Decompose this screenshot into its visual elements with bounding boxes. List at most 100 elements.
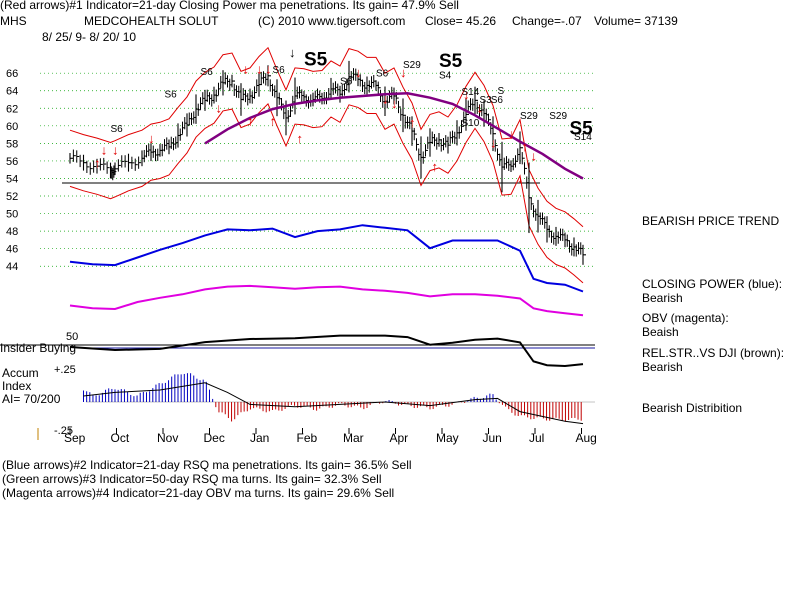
signal-label: S6 bbox=[273, 65, 286, 76]
signal-label: S29 bbox=[403, 60, 421, 71]
down-arrow-icon: ↓ bbox=[355, 65, 362, 80]
x-tick-label: May bbox=[436, 431, 459, 445]
signal-label: S6 bbox=[491, 95, 504, 106]
signal-label: S14 bbox=[462, 87, 480, 98]
down-arrow-icon: ↓ bbox=[382, 91, 389, 106]
signal-label: S5 bbox=[304, 49, 328, 70]
y-tick-label: 54 bbox=[6, 173, 18, 185]
x-tick-label: Aug bbox=[576, 431, 597, 445]
plus25-label: +.25 bbox=[54, 364, 76, 376]
x-tick-label: Apr bbox=[390, 431, 409, 445]
closing-power bbox=[69, 224, 584, 293]
note-cp-1: CLOSING POWER (blue): bbox=[642, 277, 783, 291]
up-arrow-icon: ↑ bbox=[522, 139, 529, 154]
rs-50-label: 50 bbox=[66, 331, 78, 343]
accum-title: Accum bbox=[2, 366, 39, 380]
note-rs-1: REL.STR..VS DJI (brown): bbox=[642, 346, 785, 360]
signal-label: S6 bbox=[376, 69, 389, 80]
down-arrow-icon: ↓ bbox=[400, 65, 407, 80]
price-gridlines bbox=[40, 72, 595, 267]
footer-line2: (Green arrows)#3 Indicator=50-day RSQ ma… bbox=[2, 472, 382, 486]
down-arrow-icon: ↓ bbox=[517, 170, 524, 185]
note-dist: Bearish Distribition bbox=[642, 401, 743, 415]
signal-label: S5 bbox=[439, 51, 463, 72]
note-cp-2: Bearish bbox=[642, 291, 683, 305]
signal-label: S29 bbox=[520, 111, 538, 122]
y-tick-label: 60 bbox=[6, 121, 18, 133]
y-tick-label: 66 bbox=[6, 68, 18, 80]
obv-line bbox=[69, 284, 584, 317]
x-tick-label: Nov bbox=[157, 431, 178, 445]
down-arrow-icon: ↓ bbox=[243, 62, 250, 77]
price-bands bbox=[69, 46, 584, 284]
x-tick-label: Sep bbox=[64, 431, 86, 445]
y-tick-label: 44 bbox=[6, 261, 18, 273]
signal-label: S10 bbox=[462, 118, 480, 129]
copyright: (C) 2010 www.tigersoft.com bbox=[258, 14, 405, 28]
lower-band bbox=[69, 103, 584, 284]
note-rs-2: Bearish bbox=[642, 360, 683, 374]
y-tick-label: 46 bbox=[6, 244, 18, 256]
down-arrow-icon: ↓ bbox=[463, 87, 470, 102]
insider-label: Insider Buying bbox=[0, 341, 76, 355]
up-arrow-icon: ↑ bbox=[297, 131, 304, 146]
x-tick-label: Jul bbox=[529, 431, 544, 445]
down-arrow-icon: ↓ bbox=[477, 100, 484, 115]
footer-line1: (Blue arrows)#2 Indicator=21-day RSQ ma … bbox=[2, 458, 412, 472]
note-obv-1: OBV (magenta): bbox=[642, 311, 729, 325]
close-value: Close= 45.26 bbox=[425, 14, 496, 28]
down-arrow-icon: ↓ bbox=[508, 127, 515, 142]
up-arrow-icon: ↑ bbox=[270, 113, 277, 128]
x-tick-label: Oct bbox=[111, 431, 130, 445]
ai-label: AI= 70/200 bbox=[2, 392, 61, 406]
x-tick-label: Jan bbox=[250, 431, 269, 445]
y-tick-label: 64 bbox=[6, 86, 18, 98]
date-range: 8/ 25/ 9- 8/ 20/ 10 bbox=[42, 30, 136, 44]
y-tick-label: 48 bbox=[6, 226, 18, 238]
price-y-axis: 44 46 48 50 52 54 56 58 60 62 64 66 bbox=[6, 68, 18, 273]
signal-label: S4 bbox=[439, 70, 452, 81]
signal-label: S29 bbox=[549, 111, 567, 122]
x-tick-label: Jun bbox=[483, 431, 502, 445]
obv bbox=[69, 284, 584, 317]
accum-ma bbox=[83, 382, 584, 425]
accum-index-label: Index bbox=[2, 379, 31, 393]
signal-label: S14 bbox=[574, 132, 592, 143]
note-obv-2: Beaish bbox=[642, 325, 679, 339]
up-arrow-icon: ↑ bbox=[94, 156, 101, 171]
change-value: Change=-.07 bbox=[512, 14, 582, 28]
down-arrow-icon: ↓ bbox=[256, 62, 263, 77]
down-arrow-icon: ↓ bbox=[216, 100, 223, 115]
down-arrow-icon: ↓ bbox=[531, 149, 538, 164]
signal-label: S6 bbox=[340, 77, 353, 88]
accum-ma-line bbox=[83, 382, 584, 425]
accum-histogram bbox=[83, 373, 582, 422]
y-tick-label: 58 bbox=[6, 138, 18, 150]
signal-label: S6 bbox=[201, 67, 214, 78]
down-arrow-icon: ↓ bbox=[101, 142, 108, 157]
upper-band bbox=[69, 46, 584, 228]
ticker: MHS bbox=[0, 14, 27, 28]
up-arrow-icon: ↑ bbox=[432, 159, 439, 174]
down-arrow-icon: ↓ bbox=[112, 142, 119, 157]
note-trend: BEARISH PRICE TREND bbox=[642, 214, 780, 228]
y-tick-label: 50 bbox=[6, 209, 18, 221]
rel-strength-line bbox=[69, 334, 584, 368]
minus25-label: -.25 bbox=[54, 425, 73, 437]
down-arrow-icon: ↓ bbox=[391, 96, 398, 111]
signal-label: S6 bbox=[165, 90, 178, 101]
x-tick-label: Dec bbox=[204, 431, 225, 445]
y-tick-label: 62 bbox=[6, 103, 18, 115]
price-bars bbox=[69, 60, 586, 265]
ma-line bbox=[204, 92, 584, 180]
header-line1: (Red arrows)#1 Indicator=21-day Closing … bbox=[0, 0, 459, 12]
moving-average bbox=[204, 92, 584, 180]
signal-label: S3 bbox=[480, 95, 493, 106]
down-arrow-icon: ↓ bbox=[490, 135, 497, 150]
signal-label: S6 bbox=[111, 124, 124, 135]
volume-value: Volume= 37139 bbox=[594, 14, 678, 28]
up-arrow-icon: ↑ bbox=[409, 115, 416, 130]
footer-line3: (Magenta arrows)#4 Indicator=21-day OBV … bbox=[2, 486, 395, 500]
